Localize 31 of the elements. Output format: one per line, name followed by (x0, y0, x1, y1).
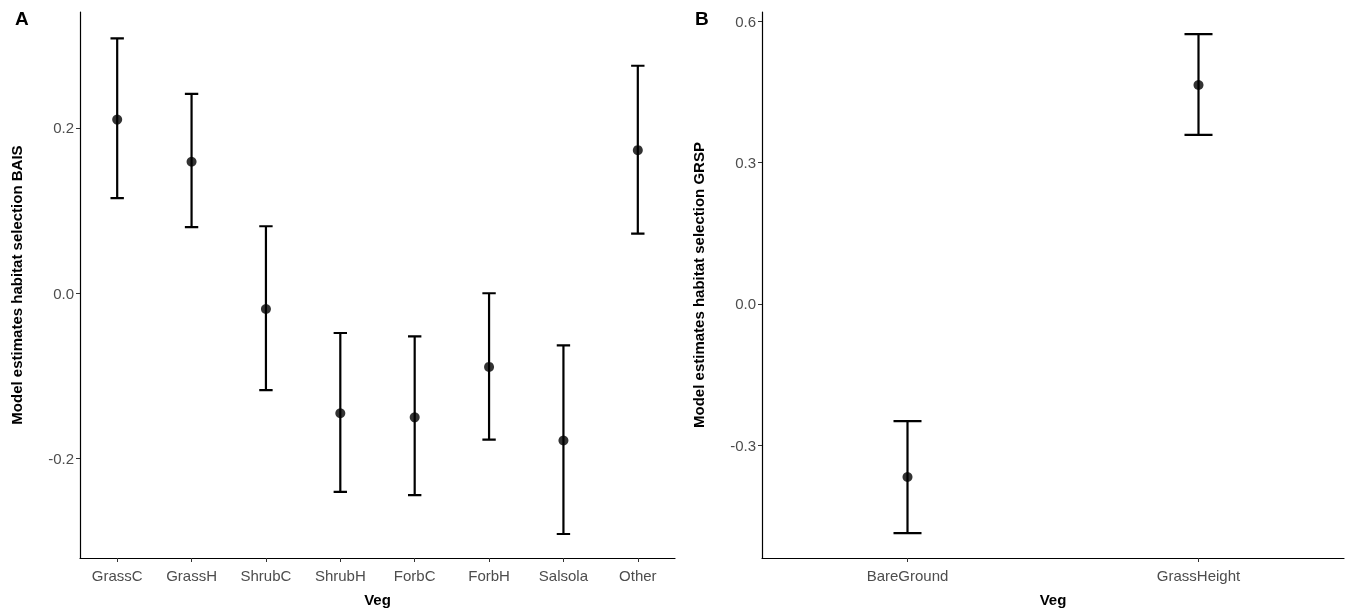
chart-title: A (15, 8, 29, 29)
y-tick-label: -0.2 (48, 450, 74, 468)
x-tick-label: GrassHeight (1156, 567, 1242, 584)
x-tick-label: BareGround (866, 567, 949, 584)
y-tick-label: 0.2 (53, 119, 74, 137)
point (260, 303, 271, 314)
point (335, 408, 346, 419)
x-axis-title: Veg (364, 591, 391, 608)
point (112, 114, 123, 125)
x-tick-label: GrassC (91, 567, 143, 584)
x-axis-title: Veg (1039, 591, 1067, 608)
x-tick-label: Other (619, 567, 657, 584)
point (632, 145, 643, 156)
x-tick-label: Salsola (538, 567, 589, 584)
y-tick-label: 0.0 (53, 284, 74, 302)
y-axis-title: Model estimates habitat selection BAIS (8, 145, 25, 425)
chart-title: B (695, 8, 709, 29)
y-tick-label: 0.0 (735, 295, 756, 313)
y-axis-title: Model estimates habitat selection GRSP (690, 142, 707, 428)
y-tick-label: 0.6 (735, 12, 756, 30)
point (186, 156, 197, 167)
x-tick-label: GrassH (166, 567, 217, 584)
x-tick-label: ShrubC (240, 567, 292, 584)
point (409, 412, 420, 423)
x-tick-label: ForbH (468, 567, 510, 584)
x-tick-label: ShrubH (314, 567, 366, 584)
point (558, 435, 569, 446)
y-tick-label: -0.3 (730, 436, 756, 454)
point (484, 361, 495, 372)
x-tick-label: ForbC (393, 567, 436, 584)
y-tick-label: 0.3 (735, 154, 756, 172)
